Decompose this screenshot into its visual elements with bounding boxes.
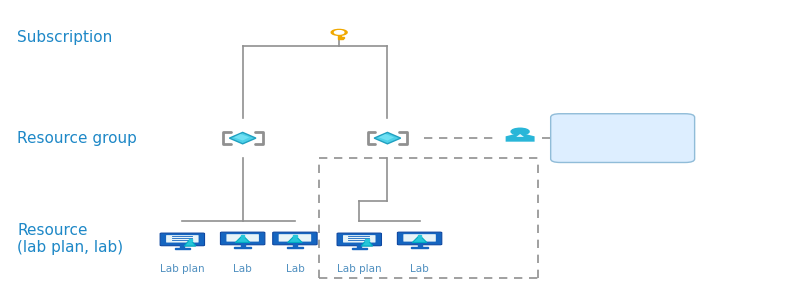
- Bar: [240, 244, 245, 247]
- FancyBboxPatch shape: [220, 232, 265, 245]
- Bar: [417, 244, 421, 247]
- FancyBboxPatch shape: [550, 114, 695, 163]
- FancyBboxPatch shape: [337, 233, 382, 246]
- Bar: [352, 248, 367, 249]
- Bar: [418, 235, 421, 237]
- Bar: [174, 248, 190, 249]
- Circle shape: [331, 29, 347, 35]
- Bar: [366, 239, 369, 241]
- FancyBboxPatch shape: [278, 234, 312, 242]
- Polygon shape: [378, 134, 394, 141]
- Bar: [337, 32, 341, 39]
- Text: Subscription: Subscription: [18, 30, 113, 45]
- Polygon shape: [506, 134, 534, 142]
- Polygon shape: [362, 239, 373, 246]
- Polygon shape: [234, 134, 249, 141]
- Polygon shape: [374, 132, 401, 144]
- Polygon shape: [229, 132, 256, 144]
- Bar: [412, 247, 428, 248]
- Polygon shape: [516, 134, 524, 137]
- FancyBboxPatch shape: [343, 235, 375, 243]
- Bar: [341, 38, 343, 39]
- Text: Lab plan: Lab plan: [337, 264, 382, 274]
- Text: Resource group: Resource group: [18, 130, 137, 146]
- FancyBboxPatch shape: [166, 235, 199, 243]
- FancyBboxPatch shape: [397, 232, 441, 245]
- Bar: [234, 247, 251, 248]
- FancyBboxPatch shape: [227, 234, 259, 242]
- Polygon shape: [184, 239, 196, 246]
- FancyBboxPatch shape: [404, 234, 436, 242]
- Polygon shape: [412, 235, 427, 242]
- Bar: [358, 245, 362, 248]
- FancyBboxPatch shape: [273, 232, 317, 245]
- Bar: [240, 235, 245, 237]
- Polygon shape: [288, 235, 302, 242]
- Bar: [180, 245, 184, 248]
- Bar: [293, 244, 297, 247]
- Bar: [341, 37, 344, 38]
- Text: Lab plan: Lab plan: [160, 264, 205, 274]
- Circle shape: [334, 31, 344, 34]
- FancyBboxPatch shape: [160, 233, 204, 246]
- Circle shape: [511, 128, 529, 135]
- Bar: [286, 247, 303, 248]
- Bar: [189, 239, 191, 241]
- Text: Lab Creator: Lab Creator: [583, 132, 662, 145]
- Polygon shape: [236, 235, 250, 242]
- Text: Lab: Lab: [286, 264, 304, 274]
- Text: Resource
(lab plan, lab): Resource (lab plan, lab): [18, 223, 123, 255]
- Text: Lab: Lab: [233, 264, 252, 274]
- Text: Lab: Lab: [410, 264, 429, 274]
- Bar: [293, 235, 297, 237]
